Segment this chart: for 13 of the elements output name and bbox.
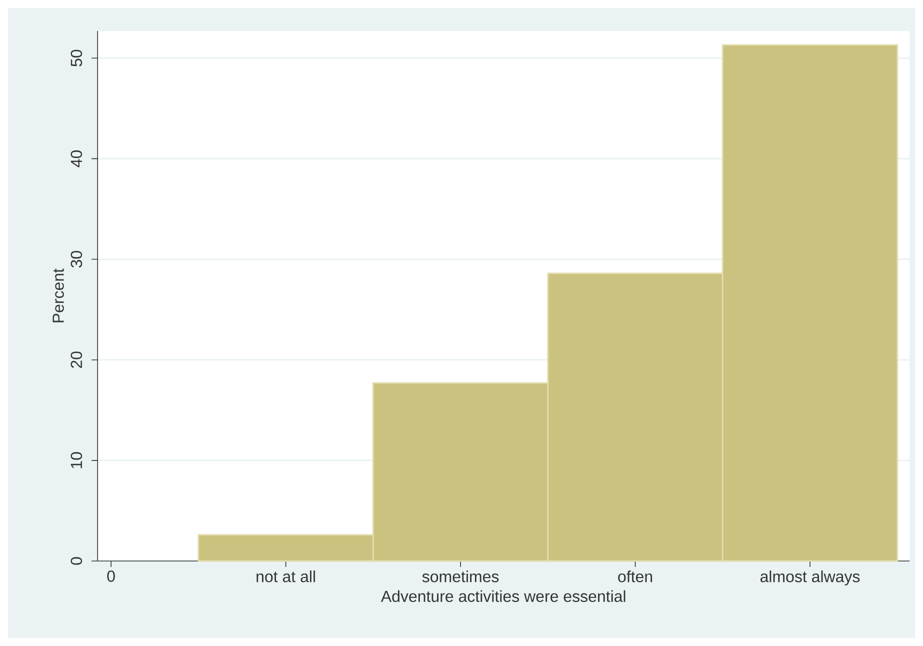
x-tick-label: almost always — [760, 570, 860, 586]
x-axis-title: Adventure activities were essential — [380, 590, 626, 602]
y-tick-label: 40 — [70, 150, 82, 168]
x-tick-label: often — [618, 570, 652, 582]
x-tick-label: not at all — [256, 570, 315, 582]
y-tick-label: 10 — [70, 452, 82, 468]
x-tick-label: sometimes — [422, 570, 499, 582]
y-axis-title: Percent — [52, 268, 64, 322]
x-tick-label: 0 — [107, 570, 115, 582]
y-tick-label: 20 — [70, 352, 82, 368]
y-tick-label: 30 — [70, 251, 82, 268]
y-tick-label: 50 — [70, 50, 82, 66]
y-tick-label: 0 — [70, 557, 82, 565]
